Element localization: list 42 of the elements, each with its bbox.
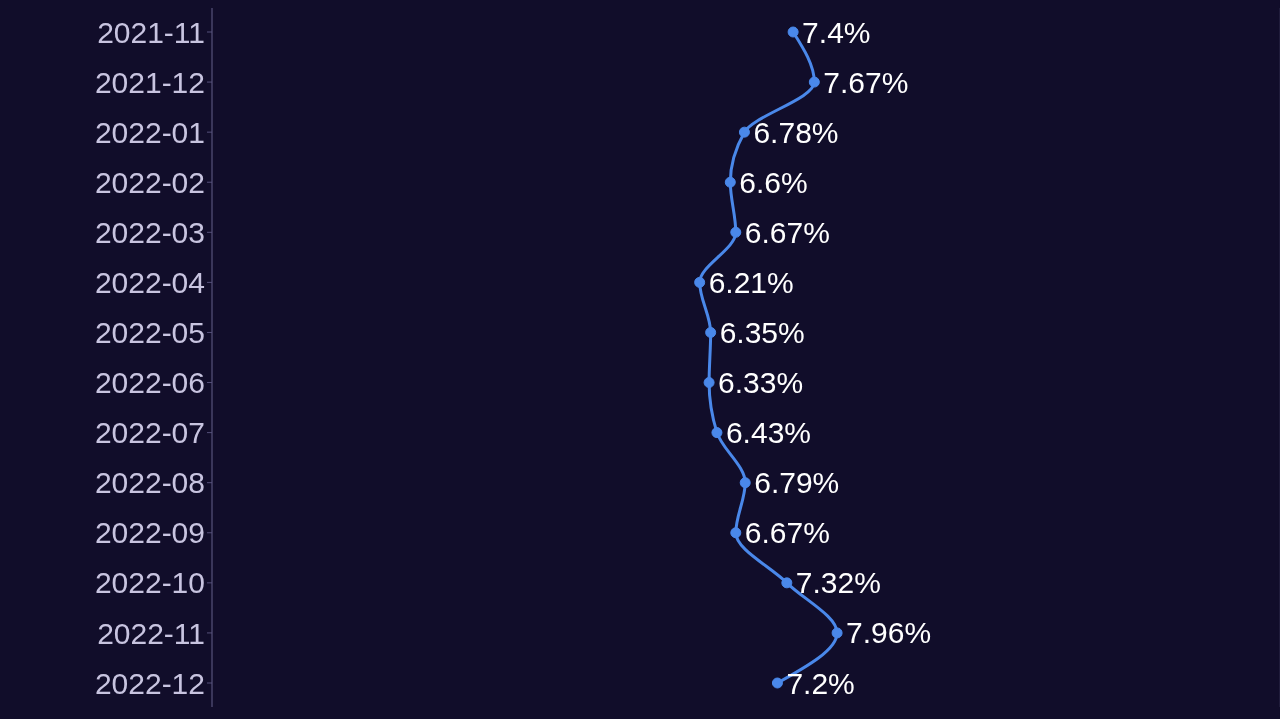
data-label: 7.2%	[786, 666, 855, 700]
point	[781, 577, 793, 589]
y-tick-label: 2021-11	[97, 15, 205, 49]
y-tick-label: 2022-05	[94, 316, 205, 350]
point	[703, 377, 715, 389]
point	[730, 226, 742, 238]
point	[831, 627, 843, 639]
y-tick-label: 2022-08	[94, 466, 205, 500]
point	[738, 126, 750, 138]
y-tick-label: 2022-02	[94, 165, 205, 199]
data-label: 7.32%	[795, 566, 881, 600]
y-tick-label: 2022-01	[94, 115, 205, 149]
y-tick-label: 2022-03	[94, 215, 205, 249]
y-tick-label: 2021-12	[94, 65, 205, 99]
y-tick-label: 2022-12	[94, 666, 205, 700]
point	[808, 76, 820, 88]
data-label: 6.43%	[725, 416, 812, 450]
data-label: 6.67%	[744, 215, 830, 249]
data-label: 6.78%	[753, 115, 839, 149]
data-label: 6.33%	[718, 366, 804, 400]
y-tick-label: 2022-06	[94, 366, 205, 400]
point	[711, 427, 723, 439]
y-tick-label: 2022-07	[94, 416, 205, 450]
data-label: 7.4%	[802, 15, 871, 49]
data-label: 6.21%	[708, 265, 794, 299]
y-tick-label: 2022-09	[94, 516, 205, 550]
point	[730, 527, 742, 539]
data-label: 6.79%	[754, 466, 840, 500]
y-tick-label: 2022-04	[94, 266, 205, 300]
point	[724, 176, 736, 188]
point	[771, 677, 783, 689]
data-label: 7.96%	[846, 616, 932, 650]
point	[739, 477, 751, 489]
point	[705, 326, 717, 338]
y-tick-label: 2022-10	[94, 566, 205, 600]
data-label: 6.6%	[739, 165, 808, 199]
y-tick-label: 2022-11	[97, 616, 205, 650]
data-label: 6.67%	[744, 516, 830, 550]
point	[787, 26, 799, 38]
data-label: 7.67%	[823, 65, 909, 99]
data-label: 6.35%	[719, 315, 805, 349]
point	[694, 276, 706, 288]
